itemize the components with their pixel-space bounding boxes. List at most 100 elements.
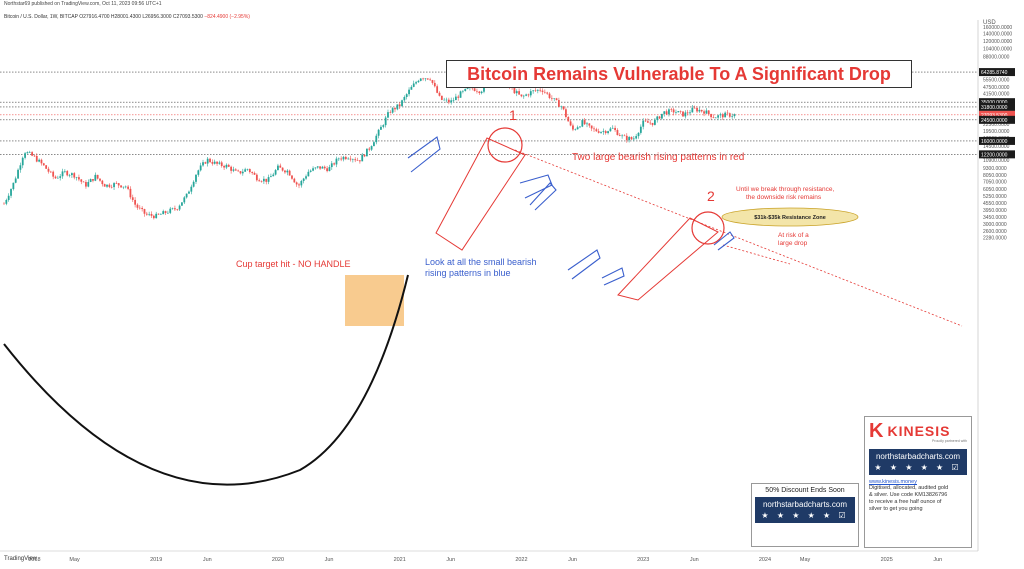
candle-body <box>614 127 616 131</box>
candle-body <box>539 89 542 91</box>
kinesis-stars: ★ ★ ★ ★ ★ ☑ <box>874 463 962 472</box>
y-tick-label: 88000.0000 <box>983 55 1010 61</box>
red-rising-wedge-1 <box>435 137 526 251</box>
cup-curve <box>3 274 409 486</box>
candle-body <box>445 99 448 101</box>
candle-body <box>639 126 642 133</box>
candle-body <box>380 126 382 130</box>
y-tick-label: 10900.0000 <box>983 158 1010 164</box>
candle-body <box>246 169 249 170</box>
resistance-note-2: the downside risk remains <box>746 194 822 201</box>
candle-body <box>625 135 628 141</box>
candle-body <box>113 183 115 188</box>
candle-body <box>600 131 602 133</box>
y-tick-label: 104000.0000 <box>983 46 1012 52</box>
candle-body <box>447 99 450 103</box>
candle-body <box>277 165 279 171</box>
chart-title: Bitcoin Remains Vulnerable To A Signific… <box>446 60 912 88</box>
candle-body <box>705 110 708 114</box>
candle-body <box>473 88 476 91</box>
candle-body <box>340 158 343 160</box>
candle-body <box>562 106 565 110</box>
x-tick-label: Jun <box>325 557 334 563</box>
candle-body <box>525 94 528 96</box>
candle-body <box>188 191 190 194</box>
x-tick-label: 2024 <box>759 557 771 563</box>
candle-body <box>122 186 125 188</box>
y-tick-label: 9300.0000 <box>983 166 1007 172</box>
candle-body <box>12 182 15 190</box>
candle-body <box>300 180 303 186</box>
red-rising-wedge-2 <box>617 217 719 301</box>
candle-body <box>457 96 460 98</box>
candle-body <box>572 125 574 130</box>
kinesis-url[interactable]: www.kinesis.money <box>869 479 917 485</box>
y-tick-label: 160000.0000 <box>983 25 1012 31</box>
x-tick-label: Jun <box>690 557 699 563</box>
y-tick-label: 3950.0000 <box>983 208 1007 214</box>
candle-body <box>258 180 261 182</box>
symbol-legend: Bitcoin / U.S. Dollar, 1W, BITCAP O27916… <box>4 14 250 20</box>
y-tick-label: 6050.0000 <box>983 187 1007 193</box>
candle-body <box>82 181 85 183</box>
candle-body <box>689 112 691 114</box>
candle-body <box>216 161 218 164</box>
candle-body <box>108 184 111 187</box>
candle-body <box>159 214 162 215</box>
marker-circle-1 <box>487 127 523 163</box>
candle-body <box>89 179 92 182</box>
candle-body <box>241 171 244 174</box>
level-tag-label: 12200.0000 <box>981 152 1008 158</box>
discount-site-badge[interactable]: northstarbadcharts.com ★ ★ ★ ★ ★ ☑ <box>755 497 855 523</box>
candle-body <box>134 199 137 205</box>
candle-body <box>398 104 401 107</box>
candle-body <box>623 135 626 137</box>
candle-body <box>141 207 144 210</box>
candle-body <box>670 109 673 110</box>
candle-body <box>155 213 158 219</box>
candle-body <box>476 90 478 92</box>
candle-body <box>513 87 516 94</box>
candle-body <box>260 181 263 182</box>
x-tick-label: 2019 <box>150 557 162 563</box>
candle-body <box>632 138 635 140</box>
candle-body <box>73 173 76 178</box>
candle-body <box>181 202 183 206</box>
candle-body <box>143 209 146 214</box>
candle-body <box>703 111 705 114</box>
candle-body <box>10 189 12 196</box>
candle-body <box>646 121 649 123</box>
candle-body <box>78 177 80 180</box>
candle-body <box>24 153 26 158</box>
candle-body <box>384 117 387 126</box>
candle-body <box>480 91 483 94</box>
candle-body <box>302 178 305 181</box>
candle-body <box>405 94 408 98</box>
candle-body <box>724 112 727 118</box>
kinesis-promo-4: silver to get you going <box>869 506 923 512</box>
candle-body <box>429 79 432 81</box>
candle-body <box>628 137 631 141</box>
level-tag-label: 24500.0000 <box>981 118 1008 124</box>
candle-body <box>550 97 553 99</box>
kinesis-ad[interactable]: K KINESIS Proudly partnered with northst… <box>864 416 972 548</box>
candle-body <box>438 92 441 96</box>
candle-body <box>230 166 233 171</box>
candle-body <box>274 170 277 175</box>
candle-body <box>344 156 347 160</box>
y-tick-label: 47500.0000 <box>983 85 1010 91</box>
candle-body <box>40 159 43 164</box>
discount-ad[interactable]: 50% Discount Ends Soon northstarbadchart… <box>751 483 859 547</box>
kinesis-site-badge[interactable]: northstarbadcharts.com ★ ★ ★ ★ ★ ☑ <box>869 449 967 475</box>
candle-body <box>604 131 607 134</box>
candle-body <box>644 120 647 122</box>
candle-body <box>227 164 230 167</box>
candle-body <box>717 115 720 118</box>
candle-body <box>616 130 619 136</box>
candle-body <box>124 186 127 188</box>
x-tick-label: 2018 <box>28 557 40 563</box>
discount-headline: 50% Discount Ends Soon <box>765 487 845 494</box>
candle-body <box>218 162 221 164</box>
red-pattern-annotation: Two large bearish rising patterns in red <box>572 152 745 163</box>
candle-body <box>110 186 113 188</box>
